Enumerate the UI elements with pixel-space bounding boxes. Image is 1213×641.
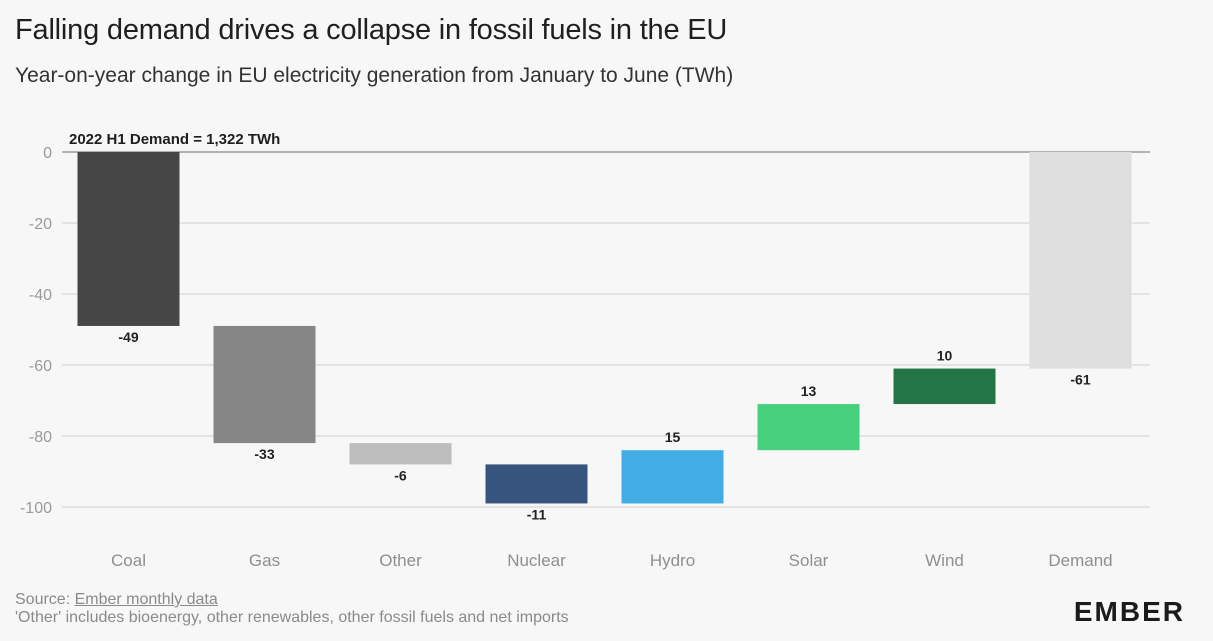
- footer: Source: Ember monthly data 'Other' inclu…: [15, 591, 569, 627]
- x-tick-label: Other: [379, 551, 422, 570]
- x-tick-label: Hydro: [650, 551, 695, 570]
- y-tick-label: 0: [43, 145, 52, 162]
- chart-title: Falling demand drives a collapse in foss…: [15, 14, 728, 46]
- data-label: -11: [527, 506, 547, 522]
- chart-subtitle: Year-on-year change in EU electricity ge…: [15, 64, 734, 87]
- data-label: -49: [118, 329, 138, 345]
- bar: [349, 443, 452, 465]
- bar: [77, 152, 180, 326]
- bar: [893, 368, 996, 405]
- y-tick-label: -20: [29, 216, 52, 233]
- bar: [213, 325, 316, 444]
- bar: [1029, 152, 1132, 369]
- demand-annotation: 2022 H1 Demand = 1,322 TWh: [69, 131, 280, 148]
- x-tick-label: Wind: [925, 551, 964, 570]
- data-label: 13: [801, 383, 817, 399]
- x-tick-label: Coal: [111, 551, 146, 570]
- x-tick-label: Nuclear: [507, 551, 566, 570]
- bar: [621, 450, 724, 504]
- x-tick-label: Solar: [789, 551, 829, 570]
- bar: [485, 464, 588, 504]
- source-prefix: Source:: [15, 591, 75, 608]
- footnote: 'Other' includes bioenergy, other renewa…: [15, 609, 569, 626]
- source-link[interactable]: Ember monthly data: [74, 591, 218, 608]
- source-line: Source: Ember monthly data: [15, 591, 569, 609]
- x-tick-label: Gas: [249, 551, 280, 570]
- data-label: -6: [394, 467, 407, 483]
- data-label: 10: [937, 348, 953, 364]
- x-tick-label: Demand: [1048, 551, 1112, 570]
- data-label: -33: [254, 446, 274, 462]
- y-tick-label: -80: [29, 429, 52, 446]
- ember-logo: EMBER: [1073, 596, 1185, 627]
- bar: [757, 404, 860, 451]
- y-tick-label: -100: [20, 500, 52, 517]
- data-label: 15: [665, 429, 681, 445]
- y-tick-label: -60: [29, 358, 52, 375]
- y-tick-label: -40: [29, 287, 52, 304]
- data-label: -61: [1070, 372, 1090, 388]
